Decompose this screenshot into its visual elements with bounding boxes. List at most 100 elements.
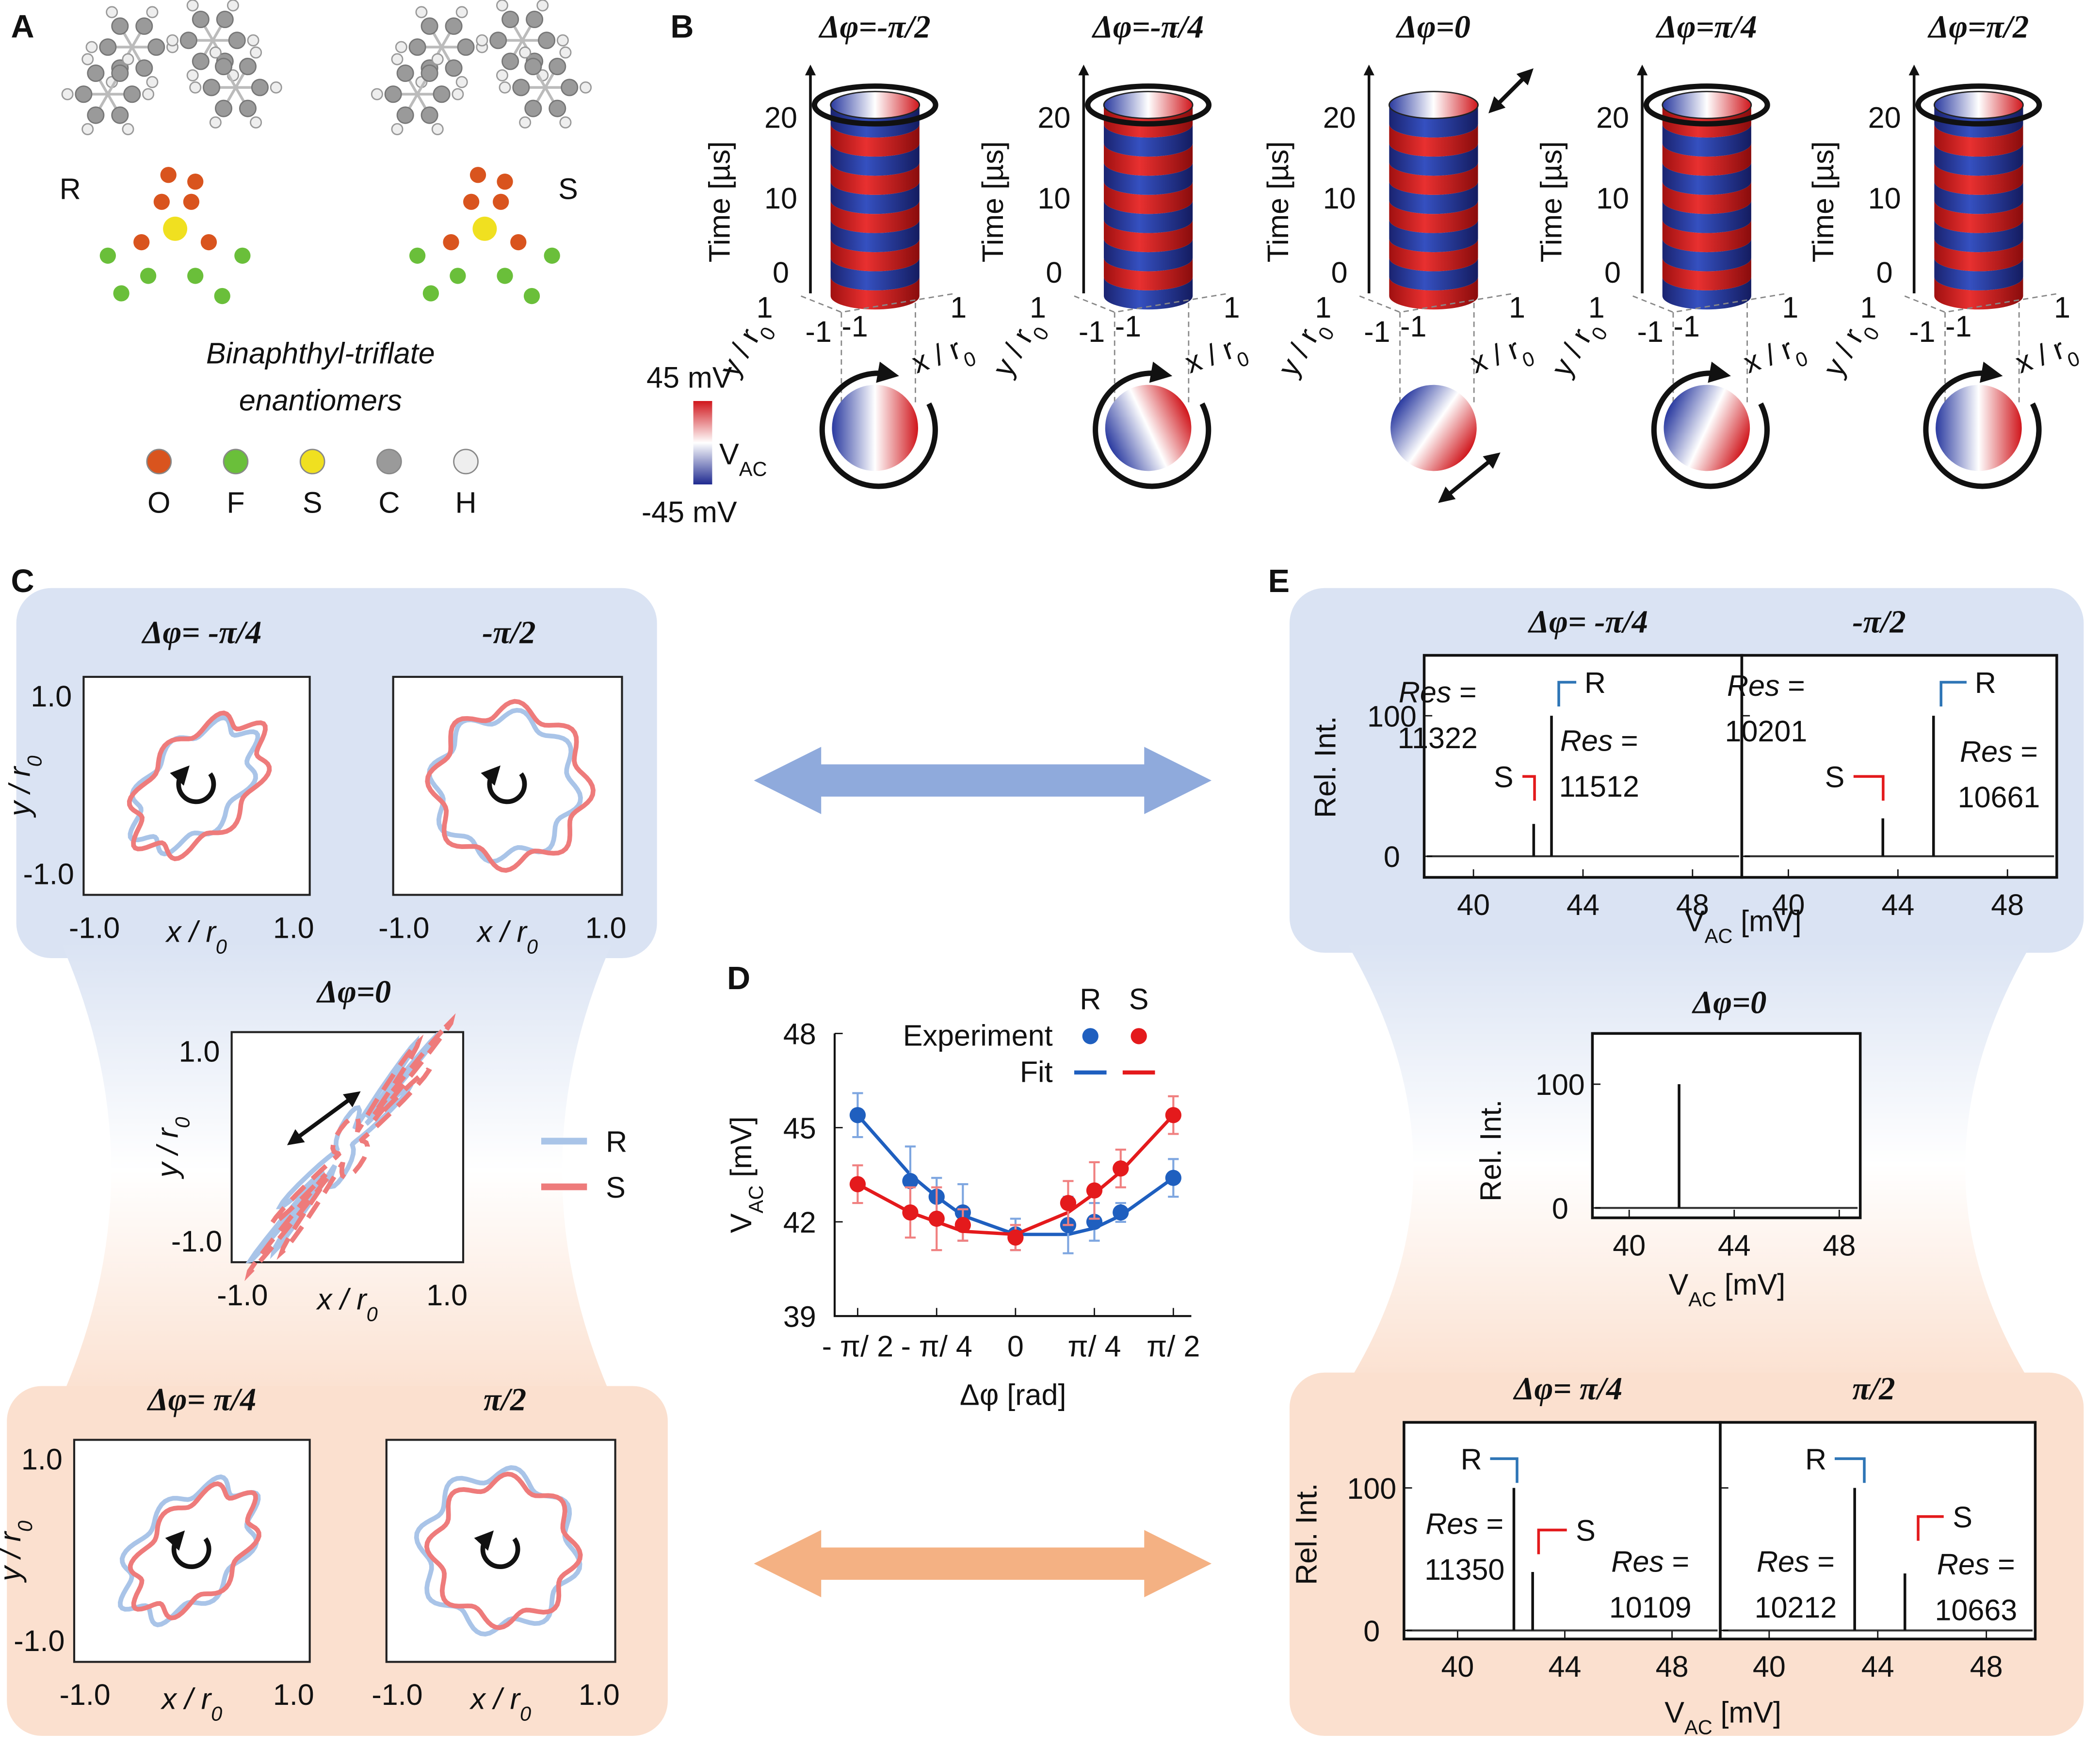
rotation-arrow [1651,361,1770,489]
atom-h [186,0,199,12]
x-axis-label: x / r0 [2011,328,2083,388]
data-point [1113,1160,1129,1177]
spectrum-title: Δφ= π/4 [1513,1371,1622,1407]
x-tick-label: -1.0 [372,1678,422,1711]
atom-c [396,64,414,82]
y-axis-label-sub: 0 [13,1521,36,1532]
linear-arrow [1438,452,1501,503]
time-tick-label: 10 [1037,182,1070,215]
data-point [1165,1170,1181,1186]
atom-h [186,69,199,81]
x-tick-label: 48 [1970,1650,2003,1683]
x-tick-label: 1 [950,291,967,324]
x-tick-label: 1 [1782,291,1798,324]
cylinder-band [1662,181,1751,214]
x-tick-label: -1.0 [60,1678,111,1711]
molecule [61,0,282,305]
x-axis-label: VAC [mV] [1664,1696,1781,1738]
element-ball [453,449,479,475]
res-label: Res = [1611,1545,1689,1578]
trajectory-title: -π/2 [482,615,535,651]
molecule-caption: enantiomers [239,384,402,417]
x-tick-label: 48 [1823,1229,1856,1262]
cylinder-band [1104,239,1193,272]
rotation-arrow [481,765,527,804]
projection-disk [832,385,919,471]
cylinder-band [1104,124,1193,157]
y-axis-label-sub: 0 [23,755,46,767]
trajectory [414,1465,582,1637]
y-tick-label: 1.0 [21,1443,63,1476]
trajectory-title: Δφ= -π/4 [141,615,262,651]
x-tick-label: 40 [1613,1229,1646,1262]
y-tick-label: 0 [1363,1615,1380,1648]
res-value: 10661 [1958,781,2040,814]
x-tick-label: 44 [1567,888,1599,921]
x-tick-label: - π/ 4 [901,1330,972,1363]
res-label: Res = [1560,724,1638,757]
x-axis-label: x / r0 [1739,328,1810,388]
atom-o [493,193,509,210]
y-axis-label-main: V [725,1213,758,1233]
x-axis-label-main: x / r [1180,332,1238,380]
data-point [954,1217,971,1234]
trajectory-title: π/2 [484,1382,526,1417]
atom-h [431,123,444,135]
trajectory-frame [82,675,311,896]
atom-h [81,123,94,135]
x-tick-label: π/ 4 [1067,1330,1121,1363]
x-tick-label: -1 [1400,310,1426,343]
x-tick-label: 1 [2054,291,2070,324]
cylinder-band [1389,124,1478,157]
cylinder-top [830,91,921,119]
cylinder-band [1662,124,1751,157]
atom-h [250,46,262,59]
y-axis-label: VAC [mV] [725,1116,767,1233]
atom-c [561,79,579,96]
element-symbol: H [455,486,477,519]
atom-h [142,88,155,100]
cylinder-band [1104,162,1193,195]
spectrum-frame [1422,654,1744,879]
x-axis-label-main: x / r [2011,332,2069,380]
cylinder-top [1103,91,1194,119]
rotation-arrow [1093,361,1212,489]
data-point [1060,1195,1077,1211]
peak-bracket [1917,1515,1944,1541]
panel-label: D [727,961,750,996]
molecule-caption: Binaphthyl-triflate [206,337,435,369]
cylinder-band [1389,105,1478,138]
rotation-ring [1085,83,1212,127]
x-tick-label: 1.0 [273,911,314,944]
atom-h [209,46,222,59]
cylinder-band [1389,181,1478,214]
res-label: Res = [1425,1507,1503,1540]
res-value: 10212 [1755,1591,1837,1624]
x-tick-label: 48 [1656,1650,1689,1683]
y-axis-label: Rel. Int. [1290,1483,1323,1585]
x-axis-label: VAC [mV] [1669,1268,1786,1311]
atom-f [544,247,560,264]
y-axis-label: Rel. Int. [1308,716,1341,818]
time-tick-label: 20 [764,101,797,134]
cylinder-band [1662,162,1751,195]
atom-c [111,64,129,82]
atom-c [524,99,542,117]
res-sign: = [1621,724,1638,757]
atom-s [163,216,188,241]
peak-label: S [1494,760,1514,793]
atom-f [99,247,116,264]
enantiomer-label: S [558,173,578,206]
y-tick-label: -1.0 [23,857,74,890]
projection-disk [1664,385,1750,471]
cylinder-band [1934,162,2023,195]
atom-f [234,247,251,264]
cylinder-band [830,143,920,176]
x-axis-label: x / r0 [1180,328,1252,388]
x-tick-label: 48 [1991,888,2024,921]
orange-double-arrow [754,1530,1212,1598]
cylinder-band [830,239,920,272]
x-axis-label-main: V [1685,904,1705,937]
x-axis-label-main: x / r [160,1683,212,1716]
res-sign: = [1459,676,1477,709]
